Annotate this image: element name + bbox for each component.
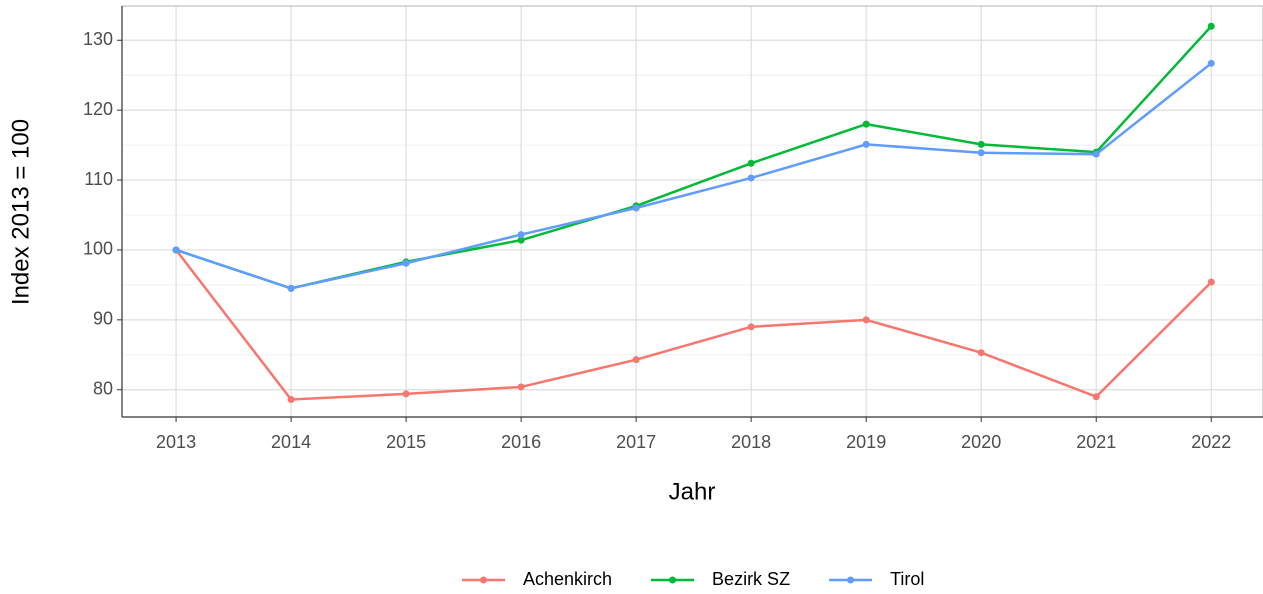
data-point: [747, 323, 755, 331]
x-tick-label: 2014: [271, 432, 311, 452]
data-point: [287, 396, 295, 404]
data-point: [517, 231, 525, 239]
legend-label: Tirol: [890, 569, 924, 589]
data-point: [517, 236, 525, 244]
series-line: [175, 62, 1213, 290]
data-point: [172, 246, 180, 254]
data-point: [402, 259, 410, 267]
x-tick-label: 2013: [156, 432, 196, 452]
x-tick-label: 2021: [1076, 432, 1116, 452]
x-tick-label: 2018: [731, 432, 771, 452]
data-point: [402, 390, 410, 398]
data-point: [517, 383, 525, 391]
data-point: [1207, 22, 1215, 30]
data-point: [747, 159, 755, 167]
data-point: [862, 120, 870, 128]
data-point: [862, 316, 870, 324]
data-point: [632, 356, 640, 364]
data-point: [632, 204, 640, 212]
y-tick-label: 120: [83, 99, 113, 119]
legend-swatch-point: [669, 576, 677, 584]
x-tick-label: 2019: [846, 432, 886, 452]
x-tick-label: 2015: [386, 432, 426, 452]
x-tick-label: 2016: [501, 432, 541, 452]
data-point: [287, 284, 295, 292]
x-tick-label: 2017: [616, 432, 656, 452]
y-tick-label: 80: [93, 378, 113, 398]
data-point: [862, 140, 870, 148]
data-point: [1092, 393, 1100, 401]
panel-border: [121, 5, 1263, 418]
data-point: [1092, 150, 1100, 158]
series-line: [175, 249, 1213, 401]
data-point: [977, 140, 985, 148]
legend-swatch-point: [480, 576, 487, 584]
legend: Achenkirch Bezirk SZ Tirol: [462, 569, 924, 589]
x-axis-label: Jahr: [669, 478, 716, 505]
legend-label: Bezirk SZ: [712, 569, 790, 589]
data-point: [977, 149, 985, 157]
x-tick-label: 2022: [1191, 432, 1231, 452]
y-tick-label: 130: [83, 29, 113, 49]
y-tick-label: 90: [93, 309, 113, 329]
legend-swatch-point: [847, 576, 855, 584]
data-point: [1207, 278, 1215, 286]
x-tick-label: 2020: [961, 432, 1001, 452]
data-point: [747, 174, 755, 182]
y-axis-label: Index 2013 = 100: [7, 119, 34, 305]
data-point: [1207, 59, 1215, 67]
series-line: [175, 25, 1213, 290]
y-tick-label: 110: [84, 169, 113, 189]
data-point: [977, 349, 985, 357]
legend-label: Achenkirch: [523, 569, 612, 589]
y-tick-label: 100: [83, 239, 113, 259]
